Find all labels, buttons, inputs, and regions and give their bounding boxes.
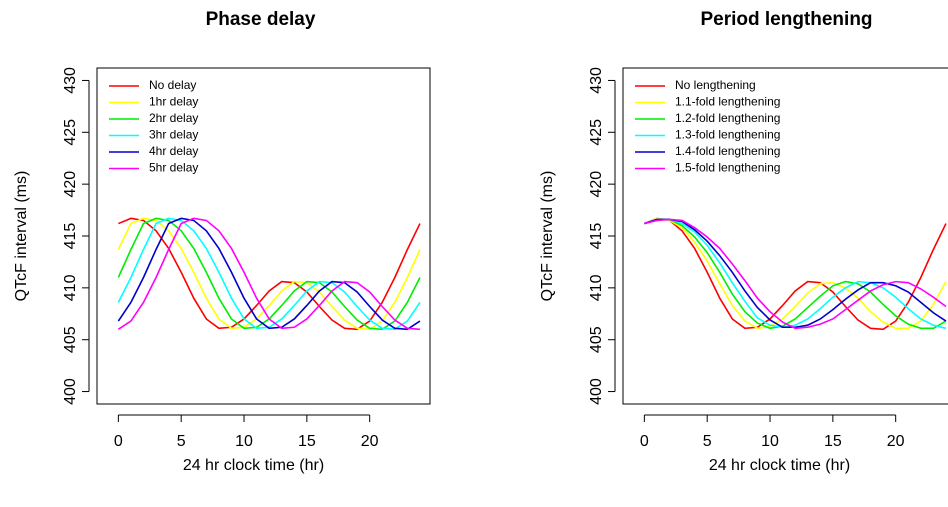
chart-title: Phase delay: [206, 9, 316, 30]
chart-title: Period lengthening: [700, 9, 872, 30]
x-tick-label: 15: [824, 433, 842, 450]
series-line: [644, 218, 947, 330]
legend-label: No lengthening: [675, 78, 756, 92]
y-tick-label: 425: [62, 119, 79, 146]
series-line: [644, 218, 947, 330]
y-tick-label: 420: [62, 171, 79, 198]
x-tick-label: 0: [640, 433, 649, 450]
series-line: [644, 217, 947, 330]
y-tick-label: 405: [62, 326, 79, 353]
plot-box: [96, 67, 431, 405]
y-tick-label: 420: [588, 171, 605, 198]
series-line: [644, 218, 947, 329]
legend-label: 1.3-fold lengthening: [675, 128, 780, 142]
x-tick-label: 10: [761, 433, 779, 450]
legend-label: No delay: [149, 78, 196, 92]
series-line: [117, 217, 421, 331]
x-tick-label: 0: [114, 433, 123, 450]
x-tick-label: 5: [703, 433, 712, 450]
legend-label: 1.2-fold lengthening: [675, 111, 780, 125]
y-tick-label: 430: [62, 67, 79, 94]
series-line: [117, 217, 421, 331]
legend-label: 1.1-fold lengthening: [675, 95, 780, 109]
x-axis-label: 24 hr clock time (hr): [709, 457, 850, 474]
y-tick-label: 405: [588, 326, 605, 353]
legend-label: 3hr delay: [149, 128, 198, 142]
legend-label: 4hr delay: [149, 144, 198, 158]
y-tick-label: 415: [62, 223, 79, 250]
x-axis-label: 24 hr clock time (hr): [183, 457, 324, 474]
y-axis-label: QTcF interval (ms): [13, 171, 30, 302]
y-tick-label: 410: [62, 274, 79, 301]
x-tick-label: 15: [298, 433, 316, 450]
y-tick-label: 400: [62, 378, 79, 405]
series-line: [644, 217, 947, 331]
y-axis-label: QTcF interval (ms): [539, 171, 556, 302]
y-tick-label: 425: [588, 119, 605, 146]
y-tick-label: 415: [588, 223, 605, 250]
x-tick-label: 5: [177, 433, 186, 450]
legend-label: 2hr delay: [149, 111, 198, 125]
y-tick-label: 410: [588, 274, 605, 301]
legend-label: 1.5-fold lengthening: [675, 161, 780, 175]
x-tick-label: 10: [235, 433, 253, 450]
x-tick-label: 20: [887, 433, 905, 450]
series-line: [117, 217, 421, 331]
legend-label: 5hr delay: [149, 161, 198, 175]
legend-label: 1hr delay: [149, 95, 198, 109]
y-tick-label: 400: [588, 378, 605, 405]
legend-label: 1.4-fold lengthening: [675, 144, 780, 158]
plot-box: [622, 67, 948, 405]
series-line: [117, 217, 421, 331]
y-tick-label: 430: [588, 67, 605, 94]
series-line: [644, 218, 947, 330]
x-tick-label: 20: [361, 433, 379, 450]
